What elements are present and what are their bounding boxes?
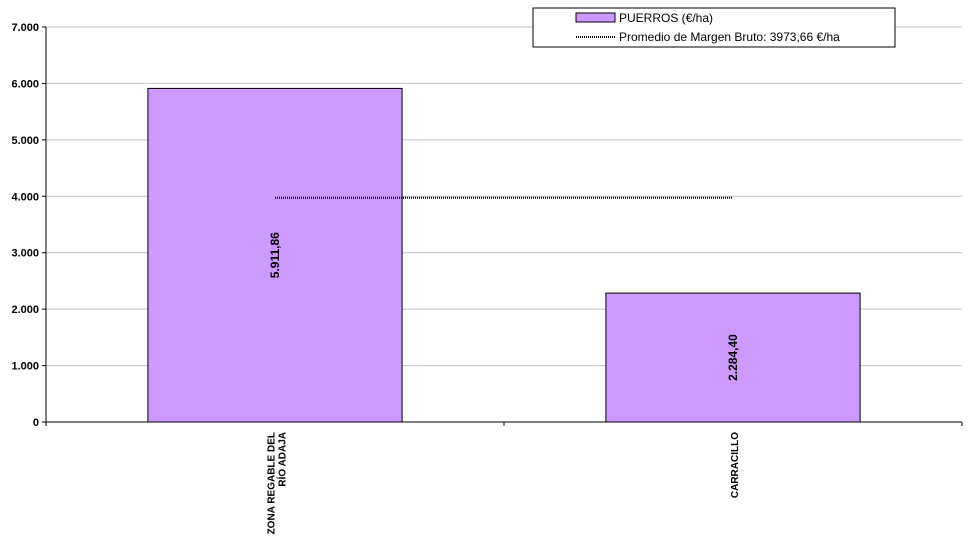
y-tick-label: 5.000 [11,135,39,147]
y-tick-label: 0 [33,417,39,429]
legend-swatch-puerros [575,12,616,23]
bar-carracillo [605,292,861,423]
x-category-label: CARRACILLO [730,432,741,498]
data-label: 2.284,40 [726,334,740,381]
y-tick-label: 2.000 [11,304,39,316]
bars [147,87,861,423]
y-axis-tick-labels: 0 1.000 2.000 3.000 4.000 5.000 6.000 7.000 [11,22,39,429]
x-axis-category-labels: ZONA REGABLE DEL RÍO ADAJA CARRACILLO [267,432,742,535]
legend-label-puerros: PUERROS (€/ha) [619,11,713,25]
x-category-label: ZONA REGABLE DEL [267,432,278,534]
y-tick-label: 6.000 [11,78,39,90]
data-labels: 5.911,86 2.284,40 [268,232,740,381]
x-category-label: RÍO ADAJA [276,432,289,487]
y-tick-label: 4.000 [11,191,39,203]
y-tick-label: 7.000 [11,22,39,34]
legend-label-average: Promedio de Margen Bruto: 3973,66 €/ha [619,30,840,44]
axes [42,26,963,426]
data-label: 5.911,86 [268,232,282,278]
y-tick-label: 1.000 [11,361,39,373]
legend: PUERROS (€/ha) Promedio de Margen Bruto:… [532,7,896,48]
y-tick-label: 3.000 [11,248,39,260]
